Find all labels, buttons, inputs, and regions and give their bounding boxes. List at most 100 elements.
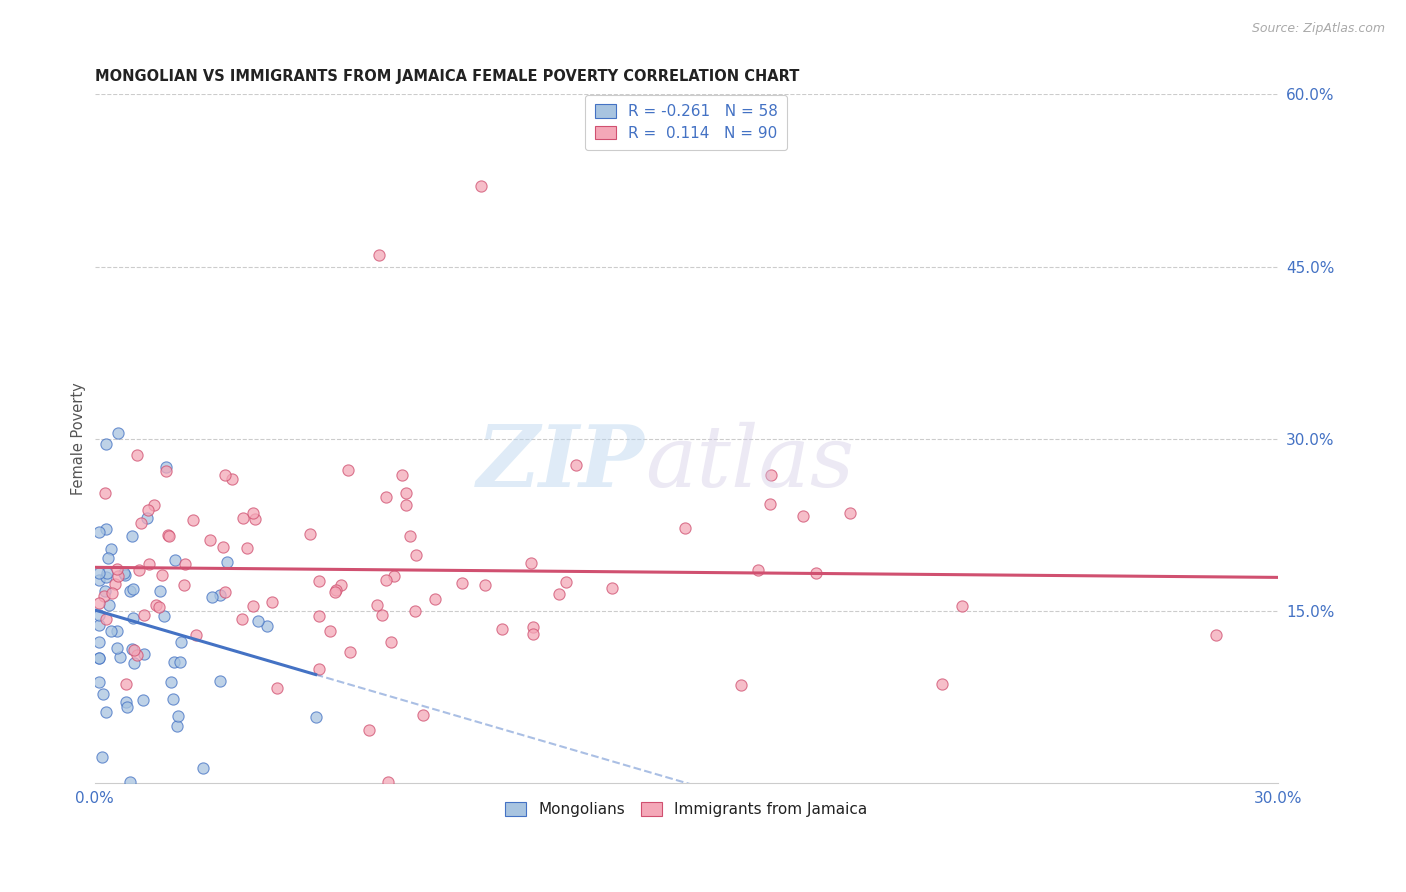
Point [87,674,110,689]
Point [108,650,131,665]
Point [366,599,388,613]
Point [371,607,394,622]
Point [149,584,172,599]
Point [148,600,170,615]
Point [236,541,259,555]
Point [121,642,143,657]
Point [143,498,166,512]
Point [91,687,114,701]
Text: MONGOLIAN VS IMMIGRANTS FROM JAMAICA FEMALE POVERTY CORRELATION CHART: MONGOLIAN VS IMMIGRANTS FROM JAMAICA FEM… [94,69,799,84]
Point [163,553,186,567]
Point [157,528,180,542]
Point [90,750,112,764]
Point [132,607,155,622]
Point [132,693,155,707]
Point [127,648,149,662]
Point [89,650,111,665]
Point [160,674,183,689]
Point [122,643,145,657]
Point [243,511,266,525]
Point [107,569,129,583]
Point [96,566,118,581]
Point [93,486,115,500]
Point [412,707,434,722]
Point [395,498,418,512]
Text: Source: ZipAtlas.com: Source: ZipAtlas.com [1251,22,1385,36]
Point [491,623,513,637]
Point [101,586,124,600]
Point [136,511,159,525]
Point [391,467,413,482]
Point [118,584,141,599]
Point [167,708,190,723]
Point [138,557,160,571]
Point [547,587,569,601]
Point [214,467,236,482]
Point [153,609,176,624]
Point [191,761,214,775]
Point [212,541,235,555]
Point [89,650,111,665]
Point [522,627,544,641]
Point [129,516,152,531]
Point [242,506,264,520]
Point [98,599,121,613]
Point [359,723,381,737]
Point [299,526,322,541]
Point [173,578,195,592]
Point [155,460,177,475]
Point [186,628,208,642]
Text: atlas: atlas [645,422,853,504]
Point [232,511,254,525]
Point [450,576,472,591]
Y-axis label: Female Poverty: Female Poverty [72,383,86,495]
Point [200,591,222,605]
Point [169,634,191,648]
Point [115,695,138,709]
Point [163,655,186,669]
Legend: Mongolians, Immigrants from Jamaica: Mongolians, Immigrants from Jamaica [499,797,873,823]
Point [96,437,118,451]
Point [169,656,191,670]
Point [404,604,426,618]
Point [115,700,138,714]
Point [565,458,588,472]
Point [114,677,136,691]
Point [121,582,143,596]
Point [122,657,145,671]
Point [262,595,284,609]
Point [121,529,143,543]
Point [105,640,128,655]
Point [405,548,427,562]
Point [330,578,353,592]
Point [242,599,264,613]
Point [308,574,330,588]
Point [214,585,236,599]
Point [107,426,129,441]
Point [87,573,110,587]
Point [174,558,197,572]
Point [375,573,398,587]
Point [246,614,269,628]
Point [256,619,278,633]
Point [395,486,418,500]
Point [266,681,288,695]
Point [374,490,396,504]
Point [377,775,399,789]
Point [162,692,184,706]
Point [730,678,752,692]
Point [600,581,623,595]
Point [128,563,150,577]
Point [221,472,243,486]
Point [380,635,402,649]
Point [950,599,973,614]
Point [100,542,122,557]
Point [118,775,141,789]
Point [337,463,360,477]
Point [181,513,204,527]
Point [323,584,346,599]
Point [759,468,782,483]
Point [157,529,180,543]
Point [673,521,696,535]
Point [384,569,406,583]
